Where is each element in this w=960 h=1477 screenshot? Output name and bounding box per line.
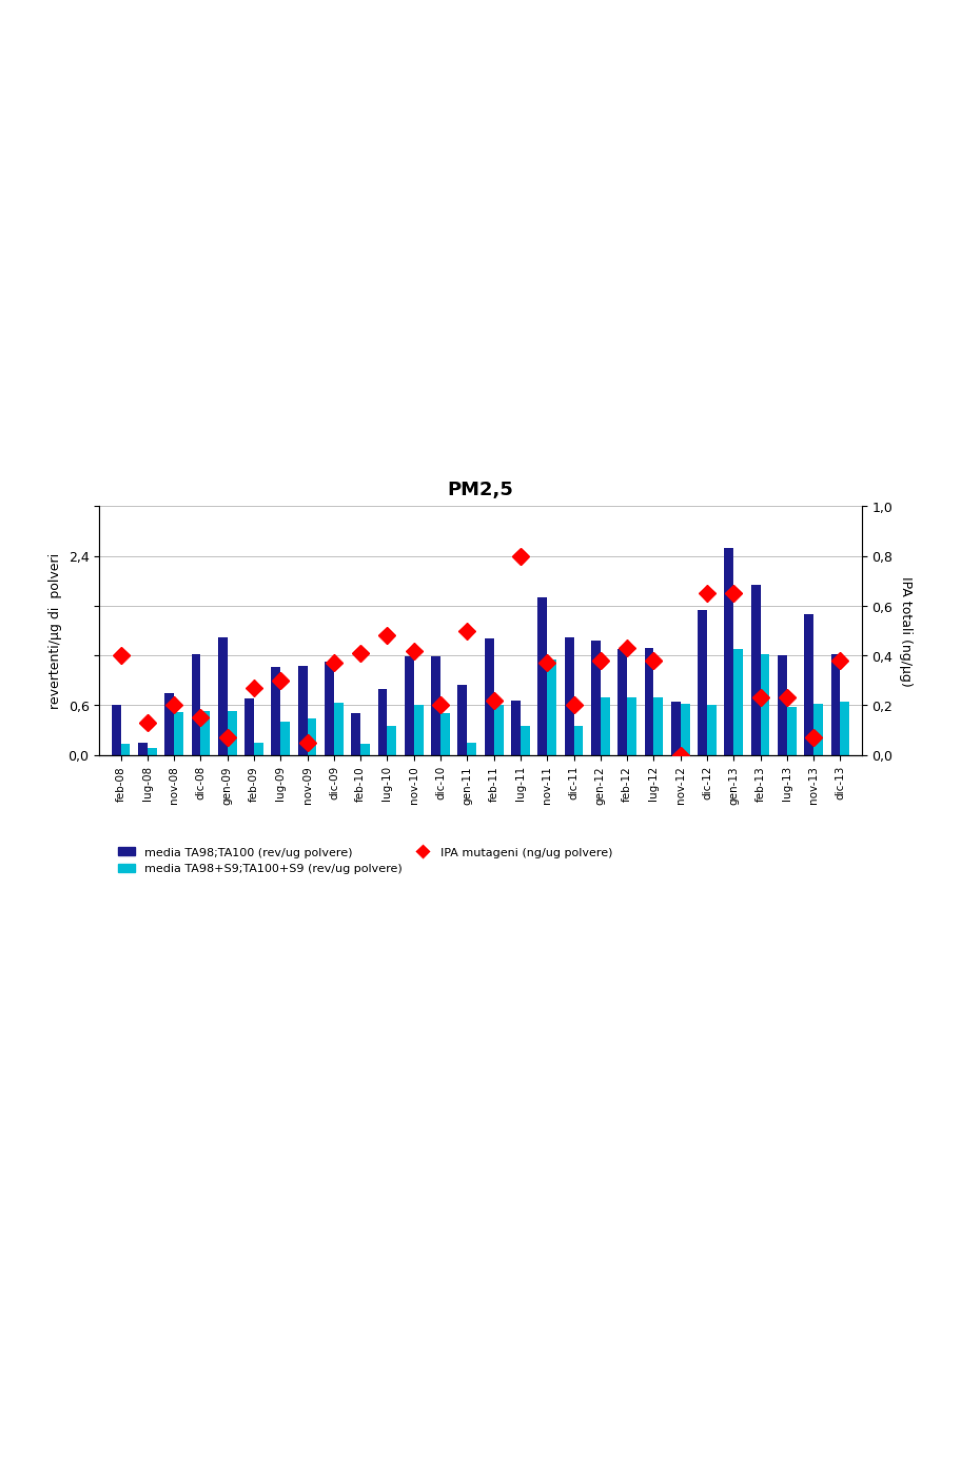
Text: Viale Bottego, 9: Viale Bottego, 9: [402, 52, 480, 62]
Text: Sezione Provinciale di Parma: Sezione Provinciale di Parma: [330, 30, 480, 40]
Text: Figura 3-  Comparazione dei livelli di IPA dotati di attività biologica (vedi te: Figura 3- Comparazione dei livelli di IP…: [48, 340, 760, 383]
Text: che come media dei revertenti ottenuti dai test condotti in presenza di S9, sens: che come media dei revertenti ottenuti d…: [48, 133, 699, 161]
Text: In generale, non si riscontra nemmeno corrispondenza tra la maggiore attività mu: In generale, non si riscontra nemmeno co…: [48, 1034, 706, 1123]
